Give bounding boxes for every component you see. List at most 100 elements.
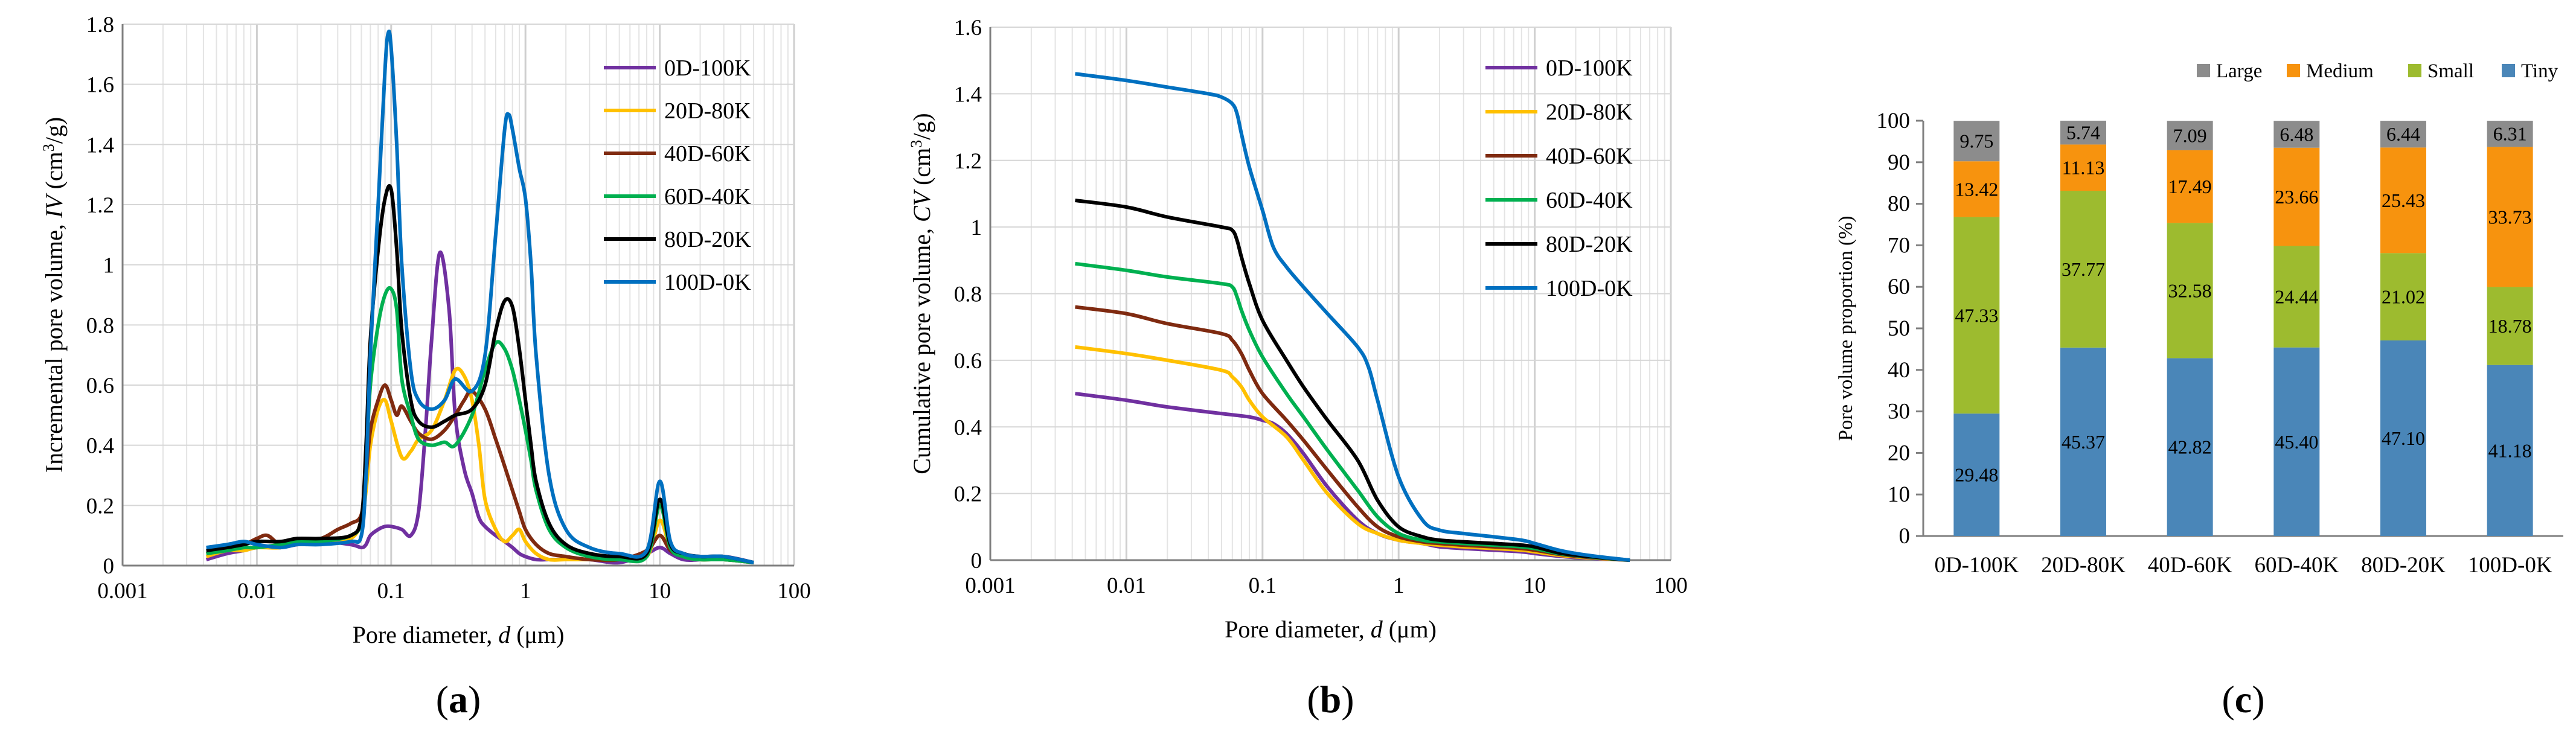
- x-tick-label: 80D-20K: [2361, 553, 2446, 578]
- data-label: 9.75: [1959, 130, 1993, 152]
- x-tick-label: 0.01: [237, 579, 277, 604]
- y-tick-label: 0.4: [86, 434, 114, 459]
- x-tick-label: 40D-60K: [2148, 553, 2232, 578]
- panel-letter: c: [2235, 678, 2252, 721]
- y-tick-label: 0.4: [954, 415, 982, 440]
- chart-panel-c: 0 10 20 30 40 50 60 70 80 90 100 29.48 47.33 13.42 9.7…: [1835, 60, 2563, 721]
- label-part: (cm: [40, 152, 68, 195]
- bar-segment-small: [2060, 190, 2106, 348]
- y-tick-label: 80: [1888, 192, 1910, 217]
- label-part: /g): [908, 113, 935, 139]
- data-label: 6.44: [2386, 123, 2420, 145]
- x-tick-label: 0.1: [377, 579, 405, 604]
- data-label: 13.42: [1955, 178, 1998, 200]
- panel-label: (c): [2222, 678, 2264, 721]
- x-tick-label: 100: [777, 579, 811, 604]
- y-tick-label: 100: [1877, 109, 1911, 133]
- bar-segment-small: [2273, 246, 2320, 348]
- y-tick-label: 0.8: [86, 313, 114, 338]
- bar-segment-small: [2380, 253, 2426, 340]
- data-label: 17.49: [2168, 176, 2212, 197]
- data-label: 45.37: [2062, 431, 2105, 453]
- x-tick-label: 100: [1654, 573, 1688, 598]
- x-tick-label: 0.01: [1107, 573, 1146, 598]
- legend-label: 20D-80K: [1546, 100, 1633, 125]
- data-label: 5.74: [2066, 122, 2100, 144]
- y-tick-label: 1.6: [954, 16, 982, 40]
- legend-swatch: [2408, 64, 2421, 77]
- data-label: 25.43: [2382, 190, 2425, 211]
- y-tick-label: 1.4: [954, 82, 982, 107]
- legend-label: 40D-60K: [1546, 144, 1633, 169]
- y-tick-label: 0: [1899, 524, 1911, 549]
- x-tick-label: 1: [1393, 573, 1405, 598]
- legend-label: 80D-20K: [1546, 232, 1633, 257]
- bar-segment-tiny: [1953, 413, 2000, 536]
- label-part: 3: [908, 140, 925, 148]
- series-line-40D-60K: [1075, 305, 1630, 562]
- y-tick-label: 0.6: [954, 349, 982, 374]
- bar-segment-large: [2487, 121, 2533, 147]
- legend-swatch: [2197, 64, 2210, 77]
- legend-label: 100D-0K: [1546, 276, 1633, 301]
- y-tick-label: 1.4: [86, 133, 114, 158]
- bar-segment-tiny: [2273, 347, 2320, 536]
- bar-segment-large: [2273, 121, 2320, 148]
- legend-label: Medium: [2306, 60, 2374, 82]
- y-tick-label: 1: [103, 254, 115, 278]
- y-tick-label: 70: [1888, 233, 1910, 258]
- legend-swatch: [2502, 64, 2515, 77]
- y-tick-label: 1.2: [954, 149, 982, 174]
- bar-segment-small: [1953, 217, 2000, 414]
- data-label: 7.09: [2173, 125, 2207, 147]
- data-label: 23.66: [2275, 186, 2318, 208]
- bar-segment-medium: [2273, 147, 2320, 246]
- data-label: 24.44: [2275, 286, 2318, 308]
- series-line-100D-0K: [1075, 72, 1630, 562]
- panel-label: (a): [436, 678, 481, 721]
- series-line-100D-0K: [206, 30, 754, 564]
- label-part: CV: [908, 188, 935, 222]
- x-axis-title: Pore diameter, d (μm): [1225, 616, 1437, 643]
- paren: (: [1307, 678, 1319, 721]
- bar-segment-large: [2167, 121, 2213, 150]
- data-label: 33.73: [2488, 206, 2532, 228]
- x-tick-label: 0D-100K: [1934, 553, 2019, 578]
- bar-segment-tiny: [2167, 358, 2213, 536]
- chart-panel-b: 0.001 0.01 0.1 1 10 100 0 0.2 0.4 0.6 0.8 1 1.2 1.4 1.…: [908, 16, 1688, 721]
- y-tick-label: 50: [1888, 316, 1910, 341]
- label-part: d: [498, 621, 511, 648]
- bar-segment-medium: [1953, 161, 2000, 217]
- legend-swatch: [2287, 64, 2300, 77]
- data-label: 47.10: [2382, 427, 2425, 449]
- x-tick-label: 60D-40K: [2254, 553, 2339, 578]
- paren: ): [468, 678, 481, 721]
- y-tick-label: 0: [971, 549, 982, 573]
- bar-segment-medium: [2060, 144, 2106, 191]
- data-label: 6.48: [2280, 123, 2313, 145]
- x-axis-title: Pore diameter, d (μm): [353, 621, 565, 648]
- y-tick-label: 20: [1888, 441, 1910, 465]
- bar-segment-large: [2060, 120, 2106, 145]
- data-label: 47.33: [1955, 304, 1998, 326]
- legend-label: Large: [2216, 60, 2262, 82]
- data-label: 37.77: [2062, 258, 2105, 280]
- label-part: (cm: [908, 148, 935, 191]
- panel-letter: a: [449, 678, 468, 721]
- label-part: 3: [40, 144, 57, 152]
- y-axis-title: Pore volume proportion (%): [1835, 215, 1857, 441]
- label-part: Pore diameter,: [353, 621, 499, 648]
- y-tick-label: 1.2: [86, 193, 114, 218]
- bar-segment-tiny: [2380, 340, 2426, 536]
- y-tick-label: 0: [103, 554, 115, 579]
- legend-label: 100D-0K: [664, 270, 751, 295]
- y-tick-label: 40: [1888, 358, 1910, 383]
- legend-label: 80D-20K: [664, 227, 751, 252]
- x-tick-label: 0.001: [97, 579, 147, 604]
- paren: (: [2222, 678, 2234, 721]
- data-label: 18.78: [2488, 315, 2532, 337]
- label-part: /g): [40, 117, 68, 144]
- paren: (: [436, 678, 449, 721]
- bar-segment-medium: [2380, 147, 2426, 254]
